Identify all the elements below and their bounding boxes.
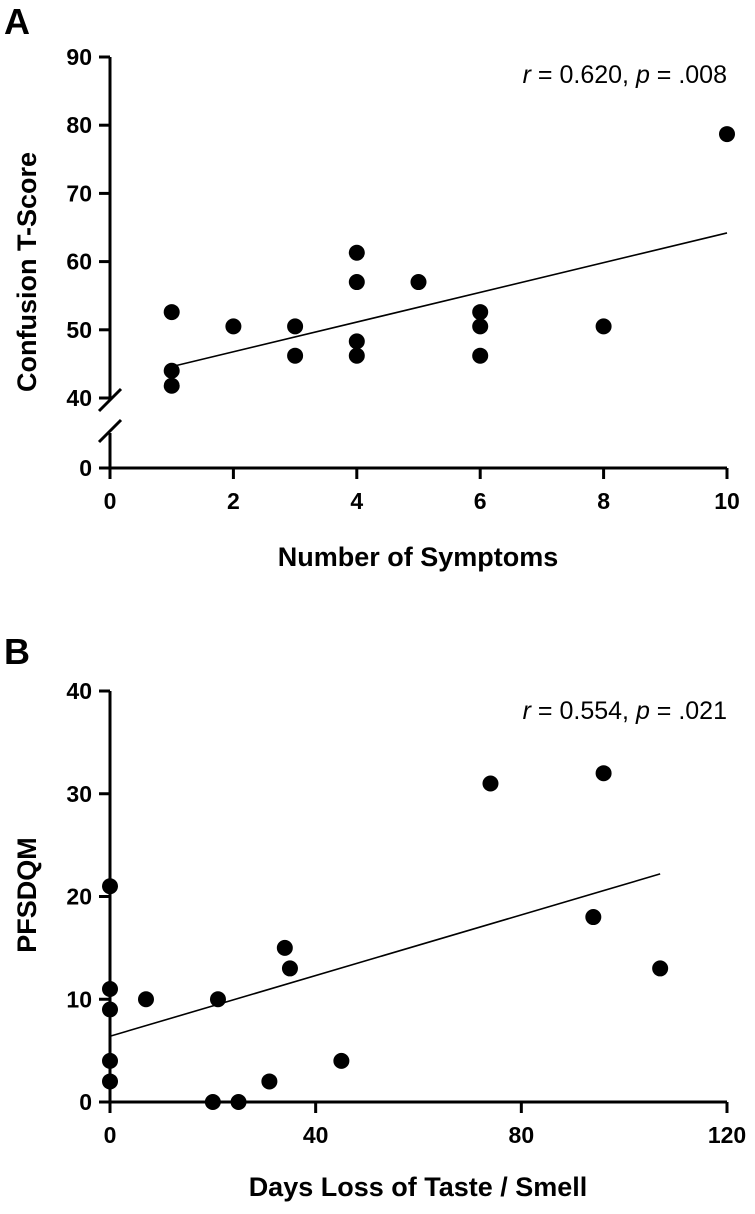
panel-a-x-tick-label: 6 <box>474 488 487 514</box>
panel-b-y-axis-title: PFSDQM <box>12 837 42 953</box>
panel-a-y-axis-title: Confusion T-Score <box>12 152 42 392</box>
panel-a-data-point <box>348 244 365 261</box>
panel-a-x-tick-label: 10 <box>714 488 740 514</box>
panel-b-data-point <box>102 1073 118 1090</box>
panel-a-data-point <box>472 304 489 321</box>
panel-a-data-point <box>348 347 365 364</box>
panel-b-data-point <box>102 980 118 997</box>
panel-b-data-point <box>209 991 226 1008</box>
panel-a-axis-break-upper <box>97 387 123 413</box>
panel-a-data-point <box>472 318 489 335</box>
panel-a-x-tick-label: 0 <box>104 488 117 514</box>
panel-b-data-point <box>595 765 612 782</box>
panel-a-y-tick-label: 70 <box>66 180 92 206</box>
panel-a-data-point <box>163 362 180 379</box>
panel-b-data-point <box>261 1073 278 1090</box>
panel-b-data-point <box>585 909 602 926</box>
panel-a-x-tick-label: 4 <box>350 488 363 514</box>
panel-b-data-point <box>102 1001 118 1018</box>
panel-b-data-point <box>137 991 154 1008</box>
panel-a-data-point <box>348 333 365 350</box>
panel-b-y-tick-label: 10 <box>66 986 92 1012</box>
panel-a-points <box>163 126 735 394</box>
panel-b-annotation: r = 0.554, p = .021 <box>523 697 727 725</box>
panel-a-x-tick-label: 8 <box>597 488 610 514</box>
panel-a-y-tick-label: 80 <box>66 112 92 138</box>
panel-a-axes <box>97 57 727 470</box>
panel-b-y-tick-label: 30 <box>66 781 92 807</box>
panel-b: B PFSDQM Days Loss of Taste / Smell r = … <box>4 631 746 1202</box>
panel-b-data-point <box>652 960 669 977</box>
panel-b-data-point <box>102 878 118 895</box>
panel-a-data-point <box>719 126 735 143</box>
panel-b-fit-line-group <box>109 873 661 1038</box>
panel-a-letter: A <box>4 1 30 42</box>
panel-a: A Confusion T-Score Number of Symptoms r… <box>4 1 740 572</box>
panel-b-regression-line <box>109 873 661 1038</box>
panel-a-data-point <box>595 318 612 335</box>
panel-b-x-tick-label: 80 <box>509 1122 535 1148</box>
panel-a-data-point <box>410 274 427 291</box>
panel-b-x-tick-label: 0 <box>104 1122 117 1148</box>
panel-a-x-axis-title: Number of Symptoms <box>278 542 559 572</box>
panel-a-data-point <box>163 377 180 394</box>
panel-a-y-tick-label: 90 <box>66 44 92 70</box>
panel-b-points <box>102 765 669 1110</box>
panel-b-axes <box>108 691 727 1104</box>
panel-a-axis-break-lower <box>97 418 123 444</box>
panel-b-data-point <box>230 1094 247 1110</box>
panel-b-ticks: 0 40 80 120 0 10 20 30 40 <box>66 678 746 1148</box>
panel-a-data-point <box>472 347 489 364</box>
panel-a-data-point <box>163 304 180 321</box>
panel-b-data-point <box>204 1094 221 1110</box>
panel-b-data-point <box>281 960 298 977</box>
panel-b-x-axis-title: Days Loss of Taste / Smell <box>249 1172 588 1202</box>
panel-b-data-point <box>333 1052 350 1069</box>
panel-a-ticks: 0 2 4 6 8 10 0 40 50 60 70 80 90 <box>66 44 739 514</box>
panel-a-data-point <box>287 347 304 364</box>
panel-a-x-tick-label: 2 <box>227 488 240 514</box>
panel-b-y-tick-label: 40 <box>66 678 92 704</box>
panel-a-data-point <box>225 318 242 335</box>
panel-b-y-tick-label: 20 <box>66 884 92 910</box>
panel-a-y-tick-label: 60 <box>66 249 92 275</box>
panel-a-annotation: r = 0.620, p = .008 <box>523 61 727 89</box>
panel-a-regression-line <box>171 232 728 368</box>
panel-a-data-point <box>287 318 304 335</box>
panel-b-data-point <box>482 775 499 792</box>
panel-a-y-tick-label: 0 <box>79 455 92 481</box>
panel-a-y-tick-label: 40 <box>66 385 92 411</box>
panel-a-y-tick-label: 50 <box>66 317 92 343</box>
panel-b-data-point <box>276 939 293 956</box>
panel-b-data-point <box>102 1052 118 1069</box>
panel-b-letter: B <box>4 631 30 672</box>
panel-b-x-tick-label: 120 <box>708 1122 746 1148</box>
panel-b-x-tick-label: 40 <box>303 1122 329 1148</box>
panel-a-fit-line-group <box>171 232 728 368</box>
panel-a-data-point <box>348 274 365 291</box>
panel-b-y-tick-label: 0 <box>79 1089 92 1115</box>
